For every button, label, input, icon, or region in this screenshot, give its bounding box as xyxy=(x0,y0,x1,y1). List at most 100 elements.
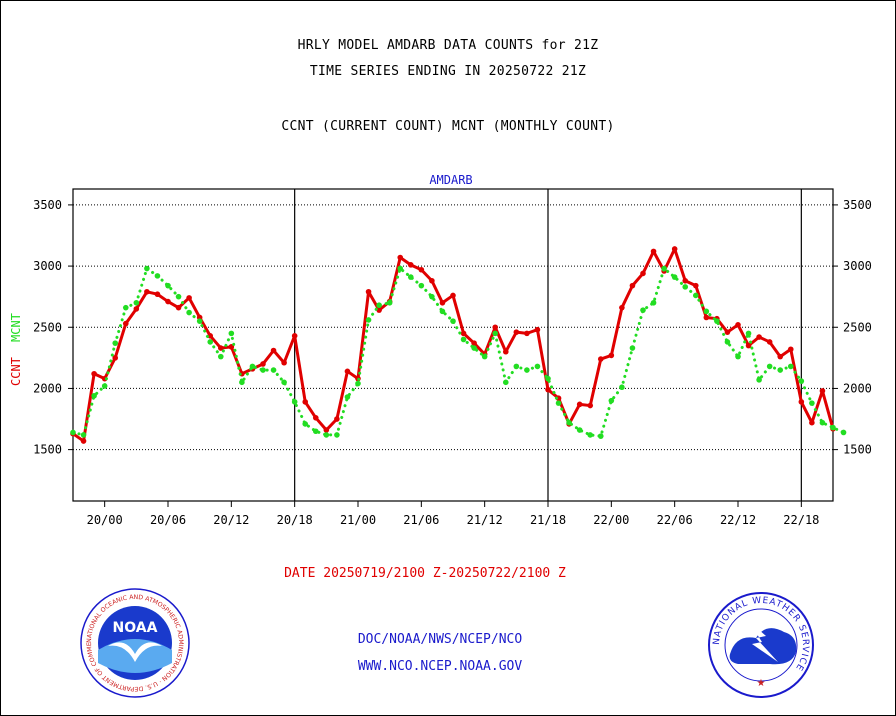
data-point-mcnt xyxy=(439,308,446,315)
y-tick-label-left: 3500 xyxy=(33,198,62,212)
data-point-ccnt xyxy=(576,401,583,408)
x-tick-label: 21/06 xyxy=(403,513,439,527)
data-point-mcnt xyxy=(91,392,97,399)
data-point-ccnt xyxy=(629,282,636,289)
data-point-ccnt xyxy=(692,282,699,289)
data-point-ccnt xyxy=(334,416,340,422)
data-point-mcnt xyxy=(735,353,741,360)
data-point-ccnt xyxy=(144,288,150,295)
data-point-mcnt xyxy=(450,318,456,324)
data-point-mcnt xyxy=(545,375,551,382)
chart-title: HRLY MODEL AMDARB DATA COUNTS for 21Z xyxy=(297,38,599,53)
series-line-ccnt xyxy=(71,247,835,443)
data-point-ccnt xyxy=(418,266,425,273)
y-tick-label-left: 2500 xyxy=(33,320,62,334)
data-point-ccnt xyxy=(376,307,382,313)
data-point-ccnt xyxy=(703,314,710,321)
data-point-ccnt xyxy=(756,334,762,340)
data-point-mcnt xyxy=(355,380,361,387)
data-point-mcnt xyxy=(640,307,646,313)
data-point-ccnt xyxy=(112,355,119,361)
x-tick-label: 22/00 xyxy=(593,513,629,527)
x-tick-label: 21/12 xyxy=(467,513,503,527)
data-point-ccnt xyxy=(80,438,87,444)
grid-layer xyxy=(73,189,833,501)
data-point-mcnt xyxy=(809,400,815,406)
data-point-mcnt xyxy=(249,363,256,370)
series-layer xyxy=(70,246,847,444)
nws-star-icon: ★ xyxy=(757,678,766,689)
noaa-logo-icon: NOAA NATIONAL OCEANIC AND ATMOSPHERIC AD… xyxy=(80,588,190,698)
data-point-mcnt xyxy=(650,299,657,306)
data-point-mcnt xyxy=(239,379,245,386)
data-point-mcnt xyxy=(101,383,108,389)
data-point-mcnt xyxy=(175,293,182,300)
data-point-ccnt xyxy=(133,306,140,312)
data-point-mcnt xyxy=(460,336,467,343)
noaa-logo-text: NOAA xyxy=(113,620,158,636)
data-point-ccnt xyxy=(619,304,625,311)
data-point-mcnt xyxy=(619,384,625,391)
data-point-mcnt xyxy=(70,429,76,436)
data-point-ccnt xyxy=(407,262,414,268)
data-point-mcnt xyxy=(376,302,382,309)
x-tick-label: 22/18 xyxy=(783,513,819,527)
data-point-mcnt xyxy=(165,282,171,289)
data-point-ccnt xyxy=(460,330,467,337)
panel-label: AMDARB xyxy=(429,173,472,187)
data-point-mcnt xyxy=(260,367,266,373)
data-point-ccnt xyxy=(207,333,214,339)
data-point-ccnt xyxy=(650,248,657,255)
data-point-ccnt xyxy=(175,304,182,311)
data-point-ccnt xyxy=(302,399,309,405)
data-point-mcnt xyxy=(798,378,805,384)
data-point-mcnt xyxy=(756,377,762,383)
data-point-mcnt xyxy=(703,308,710,315)
footer-url[interactable]: WWW.NCO.NCEP.NOAA.GOV xyxy=(357,659,523,674)
data-point-mcnt xyxy=(524,367,530,373)
x-tick-label: 21/18 xyxy=(530,513,566,527)
data-point-mcnt xyxy=(228,330,235,337)
data-point-mcnt xyxy=(481,353,488,360)
chart-subtitle: TIME SERIES ENDING IN 20250722 21Z xyxy=(309,64,587,79)
data-point-ccnt xyxy=(809,419,815,426)
data-point-mcnt xyxy=(766,363,773,370)
x-tick-label: 20/06 xyxy=(150,513,186,527)
series-line-mcnt xyxy=(71,267,846,438)
data-point-mcnt xyxy=(714,318,720,324)
data-point-ccnt xyxy=(312,415,319,421)
data-point-mcnt xyxy=(587,432,594,438)
data-point-mcnt xyxy=(186,309,192,316)
data-point-ccnt xyxy=(154,291,161,298)
data-point-mcnt xyxy=(745,330,752,337)
data-point-mcnt xyxy=(112,340,119,346)
x-tick-label: 20/00 xyxy=(87,513,123,527)
data-point-ccnt xyxy=(397,254,404,261)
data-point-ccnt xyxy=(534,326,541,333)
data-point-ccnt xyxy=(597,356,604,362)
data-point-mcnt xyxy=(270,367,277,373)
y-tick-label-right: 1500 xyxy=(843,443,872,457)
data-point-ccnt xyxy=(608,352,615,359)
x-tick-label: 21/00 xyxy=(340,513,376,527)
data-point-mcnt xyxy=(133,299,140,306)
data-point-ccnt xyxy=(502,348,509,355)
data-point-ccnt xyxy=(281,359,287,366)
y-tick-label-left: 2000 xyxy=(33,381,62,395)
data-point-mcnt xyxy=(492,330,499,337)
data-point-mcnt xyxy=(819,419,826,426)
data-point-ccnt xyxy=(787,346,794,353)
data-point-ccnt xyxy=(587,402,594,409)
data-point-ccnt xyxy=(344,368,351,375)
data-point-mcnt xyxy=(397,265,404,272)
y-axis-label-mcnt: MCNT xyxy=(9,313,23,342)
data-point-mcnt xyxy=(407,274,414,280)
data-point-ccnt xyxy=(365,288,372,295)
x-tick-label: 22/12 xyxy=(720,513,756,527)
data-point-mcnt xyxy=(154,273,161,279)
y-tick-label-right: 2500 xyxy=(843,320,872,334)
data-point-ccnt xyxy=(819,388,826,394)
data-point-mcnt xyxy=(122,304,129,311)
data-point-mcnt xyxy=(429,293,435,300)
data-point-mcnt xyxy=(724,339,731,345)
